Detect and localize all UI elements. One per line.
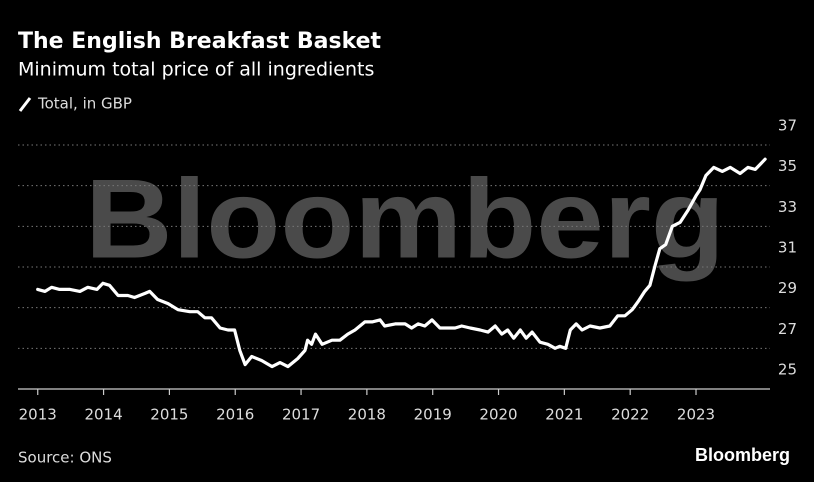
legend-swatch (18, 97, 32, 112)
watermark: Bloomberg (85, 157, 725, 282)
x-tick-label: 2018 (348, 406, 386, 424)
x-tick-label: 2023 (677, 406, 715, 424)
x-tick-label: 2013 (19, 406, 57, 424)
source: Source: ONS (18, 449, 112, 467)
x-tick-label: 2019 (414, 406, 452, 424)
y-tick-label: 31 (778, 239, 797, 257)
y-tick-label: 37 (778, 117, 797, 135)
legend: Total, in GBP (18, 95, 132, 113)
logo: Bloomberg (695, 445, 790, 465)
legend-label: Total, in GBP (37, 95, 132, 113)
chart-subtitle: Minimum total price of all ingredients (18, 59, 374, 81)
y-tick-label: 33 (778, 198, 797, 216)
x-tick-label: 2015 (150, 406, 188, 424)
x-tick-label: 2016 (216, 406, 254, 424)
y-tick-label: 35 (778, 157, 797, 175)
chart-title: The English Breakfast Basket (18, 29, 382, 54)
y-tick-label: 29 (778, 279, 797, 297)
x-tick-label: 2021 (545, 406, 583, 424)
x-tick-label: 2020 (479, 406, 517, 424)
y-tick-label: 27 (778, 320, 797, 338)
y-tick-label: 25 (778, 361, 797, 379)
x-tick-label: 2022 (611, 406, 649, 424)
x-tick-label: 2017 (282, 406, 320, 424)
x-tick-label: 2014 (84, 406, 122, 424)
data-line (36, 157, 767, 369)
